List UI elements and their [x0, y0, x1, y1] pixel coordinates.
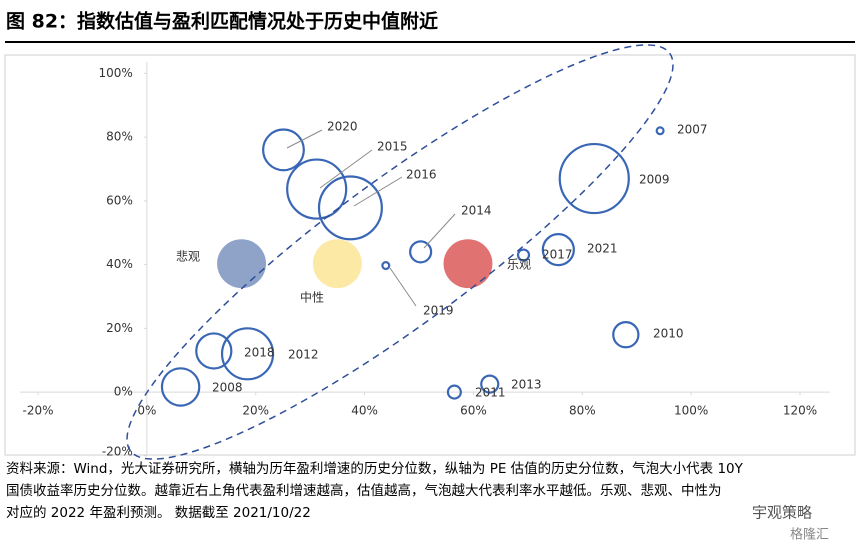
bubble — [220, 327, 275, 381]
bubble — [541, 233, 575, 267]
bubble-label: 乐观 — [507, 258, 531, 272]
x-tick-label: -20% — [22, 404, 53, 418]
bubble-label: 2007 — [677, 123, 708, 137]
leader-line — [319, 149, 373, 189]
y-tick-label: 40% — [106, 257, 133, 271]
y-tick-label: 20% — [106, 321, 133, 335]
trend-ellipse — [126, 44, 674, 460]
bubble-label: 悲观 — [176, 249, 200, 264]
x-tick-label: 80% — [569, 404, 596, 418]
x-tick-label: 20% — [242, 404, 269, 418]
leader-line — [353, 176, 403, 207]
x-tick-label: 100% — [674, 404, 708, 418]
y-tick-label: 100% — [99, 66, 133, 80]
bubble-label: 2013 — [511, 378, 542, 392]
bubble — [443, 239, 493, 289]
chart-frame — [4, 54, 856, 456]
bubble — [217, 239, 267, 289]
bubble — [381, 261, 391, 271]
bubble — [516, 248, 531, 262]
bubble — [480, 374, 500, 394]
leader-line — [286, 129, 323, 149]
bubble-label: 2008 — [212, 381, 243, 395]
leader-line — [389, 267, 417, 307]
bubble-label: 2012 — [288, 348, 319, 362]
note-line: 国债收益率历史分位数。越靠近右上角代表盈利增速越高，估值越高，气泡越大代表利率水… — [6, 482, 722, 499]
bubble — [312, 239, 362, 289]
bubble — [195, 332, 233, 370]
bubble-label: 2016 — [406, 168, 437, 182]
bubble — [612, 321, 640, 349]
bubble — [262, 128, 305, 172]
y-tick-label: 0% — [114, 385, 133, 399]
bubble-label: 2021 — [587, 242, 618, 256]
x-tick-label: 40% — [351, 404, 378, 418]
bubble — [317, 175, 383, 241]
bubble — [160, 367, 201, 407]
bubble-label: 2010 — [653, 327, 684, 341]
y-tick-label: -20% — [102, 445, 133, 459]
watermark: 宇观策略 — [752, 504, 812, 522]
bubble-label: 2019 — [423, 304, 454, 318]
bubble — [655, 126, 665, 136]
x-tick-label: 0% — [137, 404, 156, 418]
note-line: 对应的 2022 年盈利预测。 数据截至 2021/10/22 — [6, 504, 311, 521]
x-tick-label: 60% — [460, 404, 487, 418]
leader-line — [423, 213, 456, 249]
bubble-label: 2011 — [475, 386, 506, 400]
title: 图 82：指数估值与盈利匹配情况处于历史中值附近 — [6, 10, 438, 33]
bubble — [446, 384, 462, 400]
bubble-label: 中性 — [300, 290, 324, 305]
bubble — [286, 158, 348, 220]
watermark: 格隆汇 — [790, 527, 829, 543]
bubble — [558, 142, 630, 215]
note-line: 资料来源：Wind，光大证券研究所，横轴为历年盈利增速的历史分位数，纵轴为 PE… — [6, 461, 744, 477]
bubble-label: 2018 — [244, 346, 275, 360]
plot: -20% 0% 20% 40% 60% 80% 100% -20% 0% 20% 40% 60% 80%… — [20, 62, 830, 459]
y-tick-label: 60% — [106, 193, 133, 207]
y-tick-label: 80% — [106, 130, 133, 144]
bubble-label: 2020 — [327, 120, 358, 134]
bubble-label: 2017 — [542, 248, 573, 262]
bubble-label: 2015 — [377, 140, 408, 154]
bubble-label: 2009 — [639, 173, 670, 187]
bubble-label: 2014 — [461, 204, 492, 218]
bubble — [409, 240, 433, 264]
x-tick-label: 120% — [783, 404, 817, 418]
